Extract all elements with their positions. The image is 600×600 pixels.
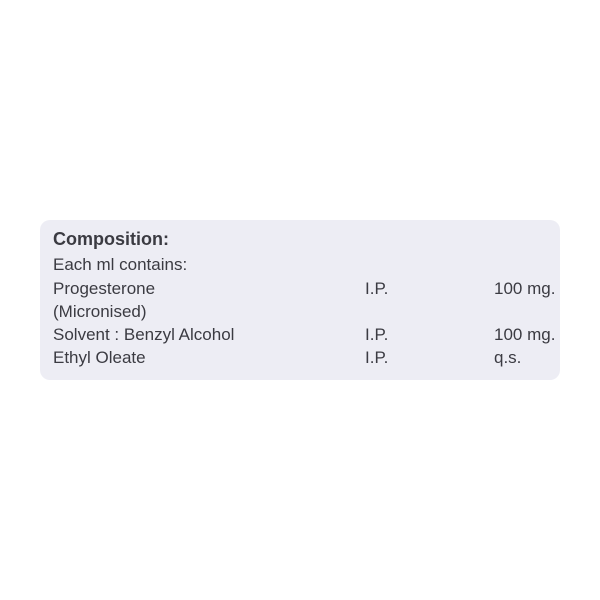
ingredient-name: Ethyl Oleate [53, 348, 146, 367]
ingredient-row: Ethyl Oleate I.P. q.s. [53, 348, 553, 368]
ingredient-amount: 100 mg. [494, 325, 556, 344]
ingredient-name: Solvent : Benzyl Alcohol [53, 325, 235, 344]
ingredient-amount: q.s. [494, 348, 522, 367]
ingredient-row: Progesterone I.P. 100 mg. [53, 279, 556, 299]
ingredient-standard: I.P. [365, 279, 389, 298]
composition-intro: Each ml contains: [53, 255, 188, 274]
ingredient-row: Solvent : Benzyl Alcohol I.P. 100 mg. [53, 325, 556, 345]
ingredient-standard: I.P. [365, 348, 389, 367]
ingredient-row: (Micronised) [53, 302, 553, 322]
ingredient-amount: 100 mg. [494, 279, 556, 298]
composition-title: Composition: [53, 229, 169, 249]
ingredient-name: Progesterone [53, 279, 156, 298]
ingredient-name: (Micronised) [53, 302, 147, 321]
ingredient-standard: I.P. [365, 325, 389, 344]
composition-label: Composition: Each ml contains: Progester… [40, 220, 560, 380]
